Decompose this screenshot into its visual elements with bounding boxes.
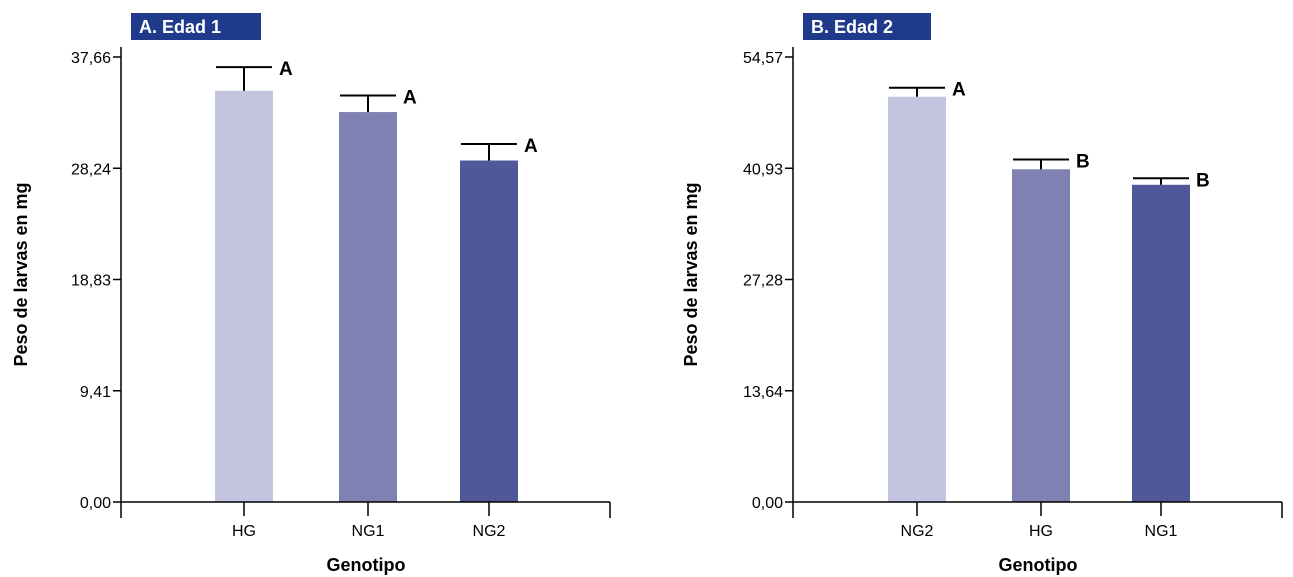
y-tick-label: 37,66: [71, 50, 111, 67]
y-tick-label: 0,00: [80, 495, 111, 512]
panel-title: B. Edad 2: [811, 17, 893, 37]
y-axis-title: Peso de larvas en mg: [681, 182, 701, 366]
y-tick-label: 0,00: [752, 495, 783, 512]
y-tick-label: 13,64: [743, 384, 783, 401]
panel-title-background: [803, 13, 931, 40]
y-tick-label: 18,83: [71, 273, 111, 290]
y-tick-label: 54,57: [743, 50, 783, 67]
y-tick-label: 28,24: [71, 161, 111, 178]
bar-hg: [215, 90, 273, 502]
panel-title: A. Edad 1: [139, 17, 221, 37]
y-tick-label: 27,28: [743, 273, 783, 290]
significance-label: A: [952, 80, 966, 101]
y-tick-label: 40,93: [743, 161, 783, 178]
significance-label: B: [1076, 152, 1090, 173]
bar-hg: [1012, 169, 1070, 502]
x-tick-label: NG2: [901, 523, 934, 540]
chart-panel-a: A. Edad 1 A A A 0,00 9,41 18,83 28,24 37,66 HG NG1…: [11, 13, 611, 575]
significance-label: A: [279, 59, 293, 80]
significance-label: A: [524, 136, 538, 157]
y-axis-title: Peso de larvas en mg: [11, 182, 31, 366]
x-axis-title: Genotipo: [327, 555, 406, 575]
bar-ng1: [1132, 184, 1190, 503]
bar-ng2: [888, 96, 946, 503]
chart-panel-b: B. Edad 2 A B B 0,00 13,64 27,28 40,93 54,57 NG2 H…: [681, 13, 1283, 575]
y-tick-label: 9,41: [80, 384, 111, 401]
x-axis-title: Genotipo: [999, 555, 1078, 575]
bar-ng2: [460, 160, 518, 502]
significance-label: A: [403, 88, 417, 109]
x-tick-label: NG1: [352, 523, 385, 540]
x-tick-label: HG: [1029, 523, 1053, 540]
bar-ng1: [339, 112, 397, 503]
x-tick-label: NG1: [1145, 523, 1178, 540]
panel-title-background: [131, 13, 261, 40]
significance-label: B: [1196, 170, 1210, 191]
x-tick-label: NG2: [473, 523, 506, 540]
x-tick-label: HG: [232, 523, 256, 540]
